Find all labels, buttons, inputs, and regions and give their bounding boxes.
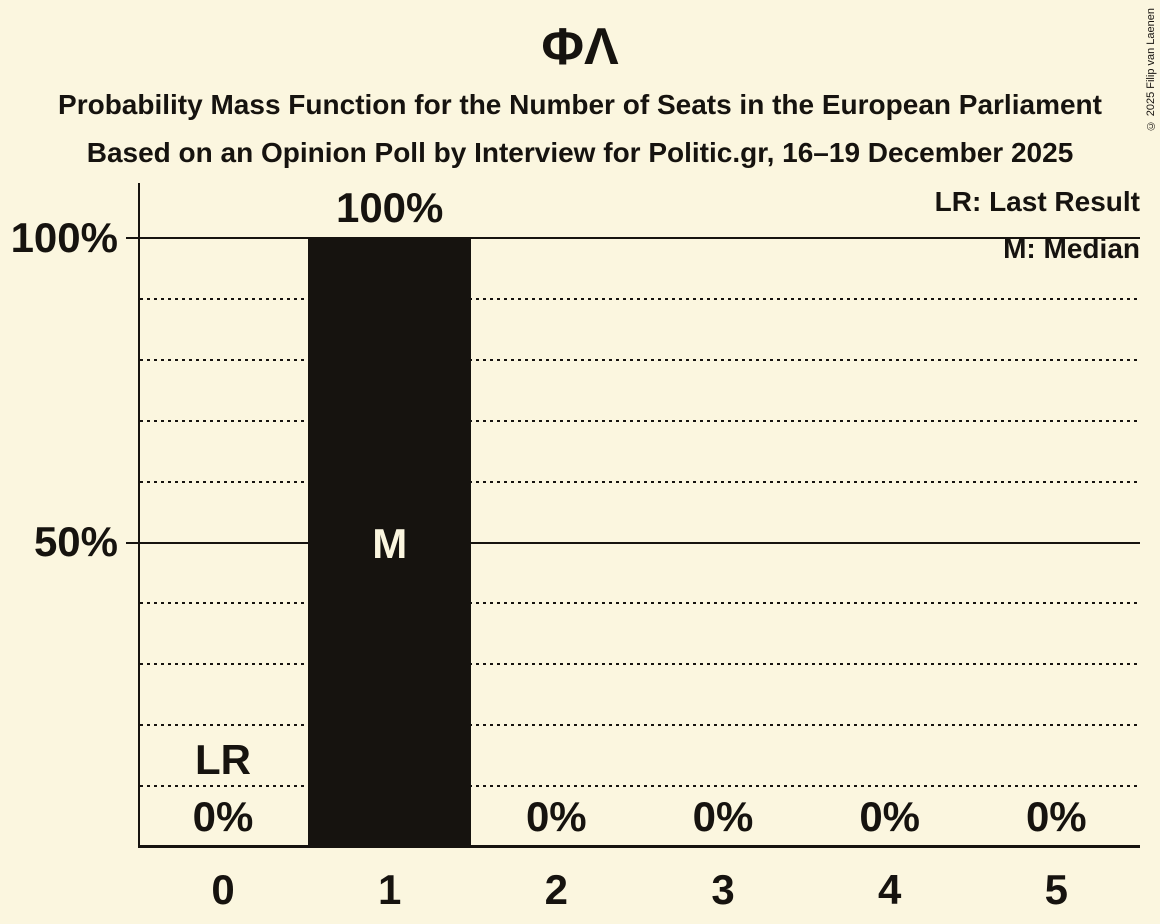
bar-column-0: 0%: [140, 107, 306, 847]
legend-last-result: LR: Last Result: [934, 186, 1140, 217]
x-axis-label-2: 2: [544, 866, 568, 913]
legend-median: M: Median: [1003, 233, 1140, 264]
bar-value-label: 100%: [335, 184, 444, 231]
gridline-dotted-70: [140, 419, 1140, 422]
bar-value-label: 0%: [1025, 793, 1087, 840]
x-axis-line: [138, 845, 1140, 848]
median-marker: M: [372, 520, 408, 567]
x-axis-label-1: 1: [378, 866, 402, 913]
x-axis-label-4: 4: [878, 866, 902, 913]
bar-value-label: 0%: [525, 793, 587, 840]
gridline-dotted-20: [140, 724, 1140, 727]
bar-seats-1: [308, 238, 472, 847]
x-axis-label-3: 3: [711, 866, 735, 913]
chart-subtitle-line1: Probability Mass Function for the Number…: [58, 89, 1102, 120]
y-axis-label-50: 50%: [33, 518, 118, 565]
gridline-dotted-40: [140, 602, 1140, 605]
x-axis-label-5: 5: [1044, 866, 1068, 913]
bar-column-1: 100%: [307, 107, 473, 847]
bar-column-4: 0%: [807, 107, 973, 847]
gridline-solid-50: [140, 541, 1140, 544]
page-title: ΦΛ: [541, 18, 619, 76]
last-result-marker: LR: [195, 736, 251, 783]
bar-value-label: 0%: [192, 793, 254, 840]
bar-value-label: 0%: [692, 793, 754, 840]
bar-column-2: 0%: [473, 107, 639, 847]
bar-column-5: 0%: [973, 107, 1139, 847]
gridline-dotted-30: [140, 663, 1140, 666]
bar-column-3: 0%: [640, 107, 806, 847]
gridline-dotted-80: [140, 358, 1140, 361]
gridline-dotted-10: [140, 785, 1140, 788]
x-axis-label-0: 0: [211, 866, 235, 913]
chart-subtitle-line2: Based on an Opinion Poll by Interview fo…: [86, 137, 1074, 168]
gridline-solid-100: [140, 237, 1140, 239]
gridline-dotted-90: [140, 297, 1140, 300]
bar-value-label: 0%: [859, 793, 921, 840]
y-axis-tick-50: [126, 541, 140, 544]
gridline-dotted-60: [140, 480, 1140, 483]
y-axis-label-100: 100%: [10, 214, 118, 261]
y-axis-line: [138, 183, 140, 848]
y-axis-tick-100: [126, 237, 140, 239]
